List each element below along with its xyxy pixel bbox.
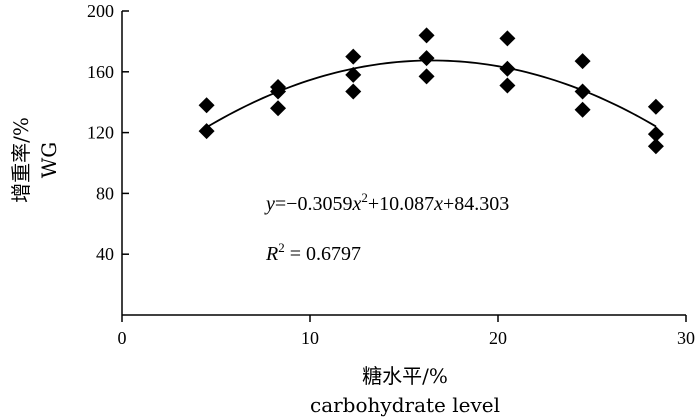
eq-part-2: +10.087 (368, 193, 434, 215)
trendline (206, 59, 657, 129)
y-ticks: 40 80 120 160 200 (87, 1, 129, 264)
r-squared: R2 = 0.6797 (265, 240, 361, 265)
x-ticks: 0 10 20 30 (118, 315, 695, 348)
r-var: R (265, 243, 278, 265)
x-tick-label: 0 (118, 328, 127, 348)
eq-sup-1: 2 (361, 190, 368, 205)
data-point (647, 138, 664, 155)
data-point (418, 50, 435, 67)
data-point (418, 68, 435, 85)
x-axis-label-en: carbohydrate level (310, 393, 500, 417)
y-tick-label: 80 (96, 183, 114, 203)
data-point (574, 53, 591, 70)
regression-equation: y=−0.3059x2+10.087x+84.303 (264, 190, 509, 215)
eq-part-3: +84.303 (443, 193, 509, 215)
y-tick-label: 160 (87, 62, 114, 82)
data-point (345, 66, 362, 83)
data-point (574, 101, 591, 118)
x-tick-label: 30 (677, 328, 695, 348)
y-tick-label: 120 (87, 123, 114, 143)
data-point (198, 97, 215, 114)
y-tick-label: 40 (96, 244, 114, 264)
data-point (647, 98, 664, 115)
data-point (499, 30, 516, 47)
x-tick-label: 10 (301, 328, 319, 348)
data-point (345, 83, 362, 100)
x-tick-label: 20 (489, 328, 507, 348)
eq-y-var: y (264, 193, 275, 215)
data-point (499, 77, 516, 94)
marks (198, 27, 664, 155)
data-point (574, 83, 591, 100)
y-tick-label: 200 (87, 1, 114, 21)
data-point (270, 100, 287, 117)
r-value: = 0.6797 (285, 243, 361, 265)
eq-part-1: =−0.3059 (275, 193, 353, 215)
r-sup: 2 (278, 240, 285, 255)
y-axis-label-en: WG (37, 142, 61, 179)
x-axis-label: 糖水平/% (362, 364, 448, 388)
data-point (345, 48, 362, 65)
eq-x-var-1: x (351, 193, 361, 215)
eq-x-var-2: x (433, 193, 443, 215)
data-point (647, 126, 664, 143)
y-axis-label: 增重率/% (9, 117, 33, 203)
data-point (418, 27, 435, 44)
data-point (198, 123, 215, 140)
